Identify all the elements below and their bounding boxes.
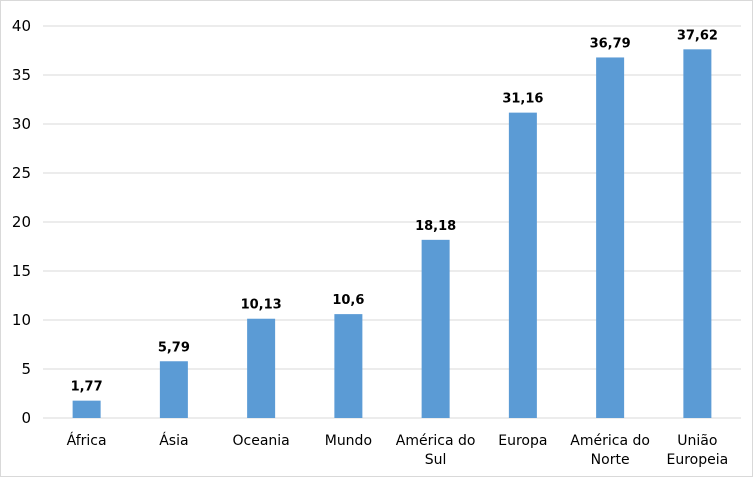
x-category-label: Europeia (667, 452, 729, 468)
x-category-label: África (67, 432, 107, 449)
data-label: 18,18 (415, 219, 456, 234)
x-category-label: União (677, 433, 717, 449)
x-category-label: Europa (498, 433, 547, 449)
x-axis-categories: África Ásia Oceania Mundo América do Sul Europ… (67, 432, 729, 468)
x-category-label: Norte (591, 452, 630, 468)
data-label: 1,77 (71, 380, 103, 395)
y-tick-label: 5 (21, 360, 31, 378)
data-label: 10,13 (241, 298, 282, 313)
y-tick-label: 30 (12, 115, 31, 133)
bar (422, 240, 450, 418)
x-category-label: Ásia (159, 432, 188, 449)
x-category-label: América do (570, 433, 650, 449)
bar (509, 113, 537, 418)
x-category-label: Mundo (325, 433, 372, 449)
x-category-label: Sul (425, 452, 447, 468)
bar (160, 361, 188, 418)
bar (596, 57, 624, 418)
y-tick-label: 25 (12, 164, 31, 182)
y-tick-label: 0 (21, 409, 31, 427)
y-axis-ticks: 0 5 10 15 20 25 30 35 40 (12, 17, 31, 427)
y-tick-label: 35 (12, 66, 31, 84)
y-tick-label: 10 (12, 311, 31, 329)
gridlines (43, 26, 741, 418)
bar (334, 314, 362, 418)
data-label: 10,6 (332, 293, 364, 308)
bar (73, 401, 101, 418)
data-label: 5,79 (158, 340, 190, 355)
data-label: 36,79 (590, 36, 631, 51)
y-tick-label: 40 (12, 17, 31, 35)
x-category-label: América do (396, 433, 476, 449)
y-tick-label: 15 (12, 262, 31, 280)
bars (73, 49, 712, 418)
data-label: 37,62 (677, 28, 718, 43)
bar (683, 49, 711, 418)
bar (247, 319, 275, 418)
data-label: 31,16 (502, 92, 543, 107)
y-tick-label: 20 (12, 213, 31, 231)
x-category-label: Oceania (232, 433, 289, 449)
